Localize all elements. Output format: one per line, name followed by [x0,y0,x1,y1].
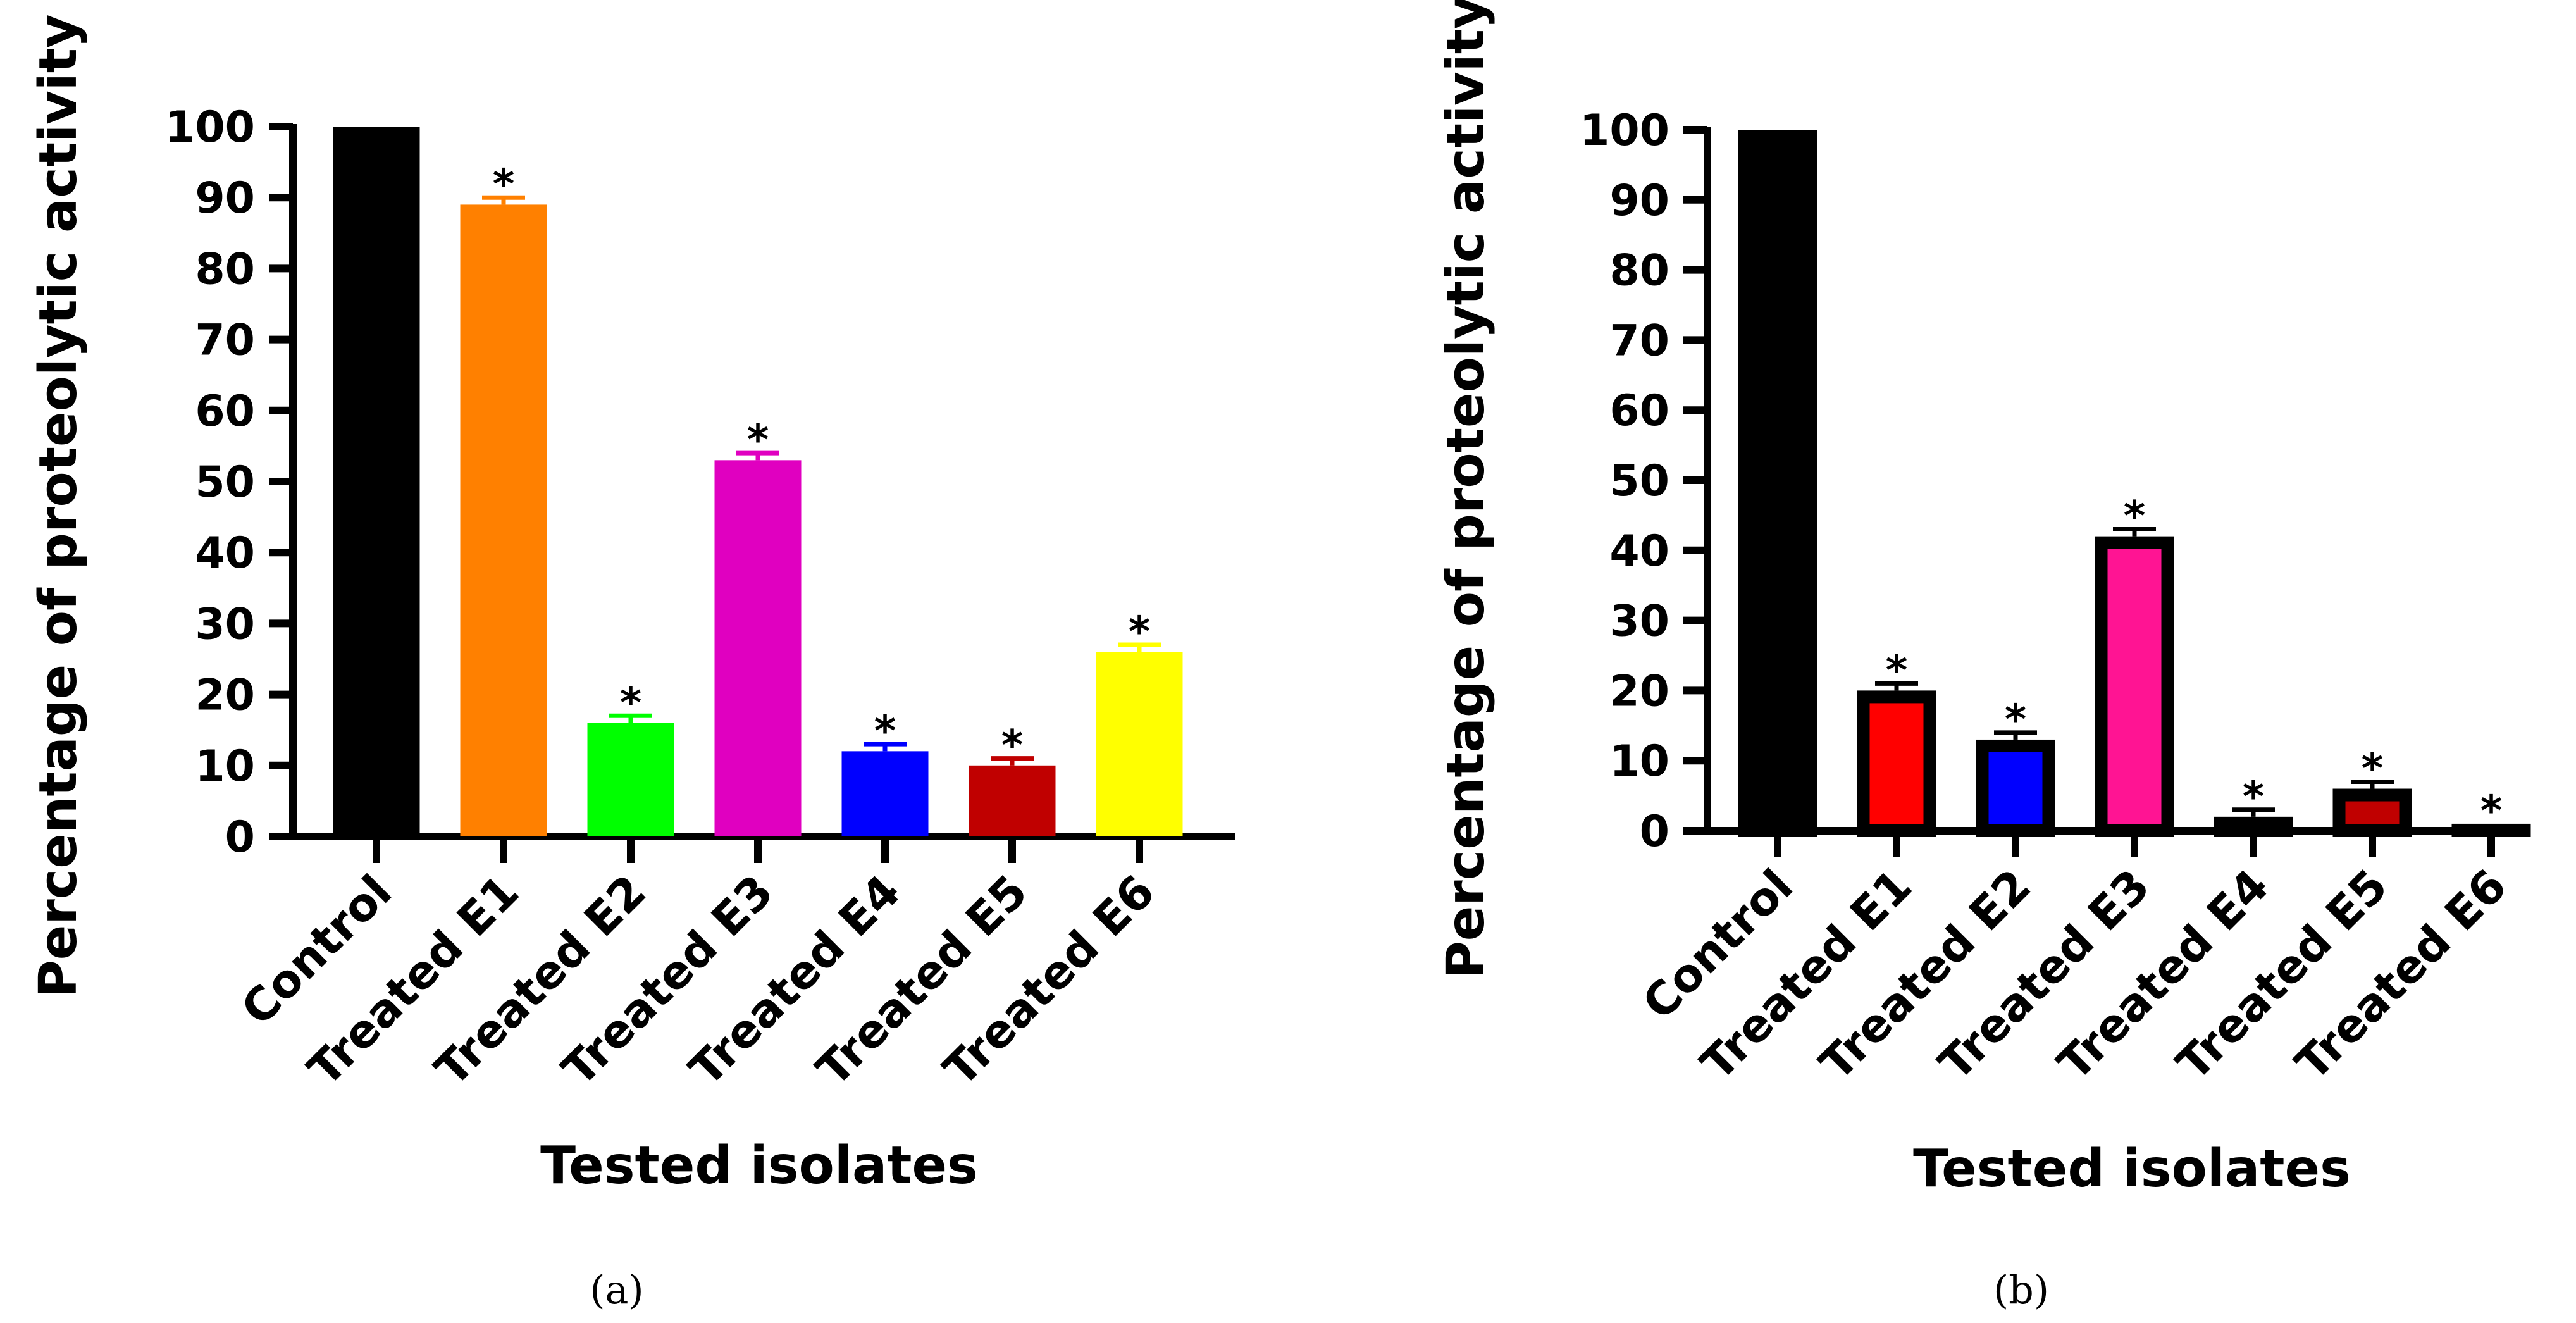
bar [587,723,674,836]
bar [333,127,420,836]
bar [969,765,1056,836]
bar [1738,130,1817,837]
x-axis-title: Tested isolates [1913,1139,2351,1199]
x-axis-title: Tested isolates [540,1136,978,1196]
bar [1857,690,1936,838]
y-tick-label: 40 [1609,526,1669,576]
y-tick-label: 10 [1609,736,1669,786]
bar [1096,652,1183,836]
y-tick-label: 50 [1609,456,1669,506]
y-tick-label: 40 [195,528,255,578]
y-tick-label: 90 [1609,176,1669,226]
bar [841,751,929,836]
y-tick-label: 100 [165,102,255,152]
significance-marker: * [1001,721,1024,770]
y-tick-label: 60 [195,387,255,437]
y-tick-label: 50 [195,457,255,507]
y-tick-label: 10 [195,742,255,792]
significance-marker: * [2362,744,2384,793]
y-axis-title: Percentage of proteolytic activity [28,15,89,998]
significance-marker: * [2243,773,2265,821]
y-tick-label: 20 [195,671,255,721]
bar [2332,788,2412,838]
significance-marker: * [1129,607,1151,656]
bar [714,460,802,836]
y-tick-label: 0 [1640,807,1669,857]
bar [2214,816,2293,837]
significance-marker: * [747,416,769,464]
y-tick-label: 80 [1609,246,1669,296]
y-tick-label: 0 [225,812,255,862]
bar [2095,536,2174,837]
bar [460,204,547,836]
significance-marker: * [2124,492,2146,541]
panel-label: (b) [1993,1267,2049,1313]
bar [1976,739,2055,837]
significance-marker: * [620,678,642,727]
significance-marker: * [2480,786,2503,835]
significance-marker: * [2005,695,2027,744]
y-tick-label: 70 [1609,316,1669,366]
y-axis-title: Percentage of proteolytic activity [1436,0,1496,979]
significance-marker: * [493,160,515,209]
y-tick-label: 20 [1609,666,1669,716]
y-tick-label: 90 [195,173,255,223]
significance-marker: * [1886,646,1908,695]
significance-marker: * [874,707,896,755]
y-tick-label: 30 [195,599,255,649]
y-tick-label: 100 [1580,106,1669,156]
y-tick-label: 80 [195,244,255,294]
y-tick-label: 60 [1609,386,1669,436]
y-tick-label: 70 [195,316,255,366]
y-tick-label: 30 [1609,597,1669,647]
panel-label: (a) [590,1267,643,1313]
x-tick-label: Treated E6 [2285,859,2517,1091]
